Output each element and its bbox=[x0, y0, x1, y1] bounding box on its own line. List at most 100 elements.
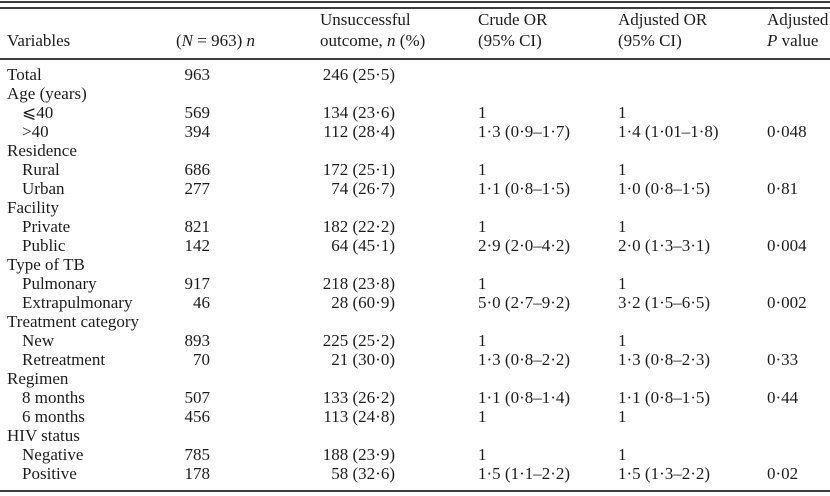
n-cell bbox=[170, 141, 320, 160]
adjusted-or-cell bbox=[618, 426, 767, 445]
adjusted-or-cell-text: 1·1 (0·8–1·5) bbox=[618, 388, 711, 407]
adjusted-or-cell: 1·0 (0·8–1·5) bbox=[618, 179, 767, 198]
table-row-sub: Pulmonary 917 218 (23·8) 1 1 bbox=[0, 274, 830, 293]
table-row-sub: Urban 277 74 (26·7) 1·1 (0·8–1·5) 1·0 (0·8–1… bbox=[0, 179, 830, 198]
p-value-cell bbox=[767, 407, 830, 426]
variable-cell: Private bbox=[0, 217, 170, 236]
n-cell: 686 bbox=[170, 160, 320, 179]
adjusted-or-cell: 1·3 (0·8–2·3) bbox=[618, 350, 767, 369]
crude-or-cell: 1·3 (0·9–1·7) bbox=[478, 122, 618, 141]
n-cell: 70 bbox=[170, 350, 320, 369]
n-cell: 178 bbox=[170, 464, 320, 483]
n-header-italic-N: N bbox=[181, 31, 194, 50]
outcomes-table: Variables (N = 963) n Unsuccessful outco… bbox=[0, 9, 830, 483]
adjusted-header-line2: (95% CI) bbox=[618, 31, 682, 50]
variable-cell: Rural bbox=[0, 160, 170, 179]
variable-cell: Retreatment bbox=[0, 350, 170, 369]
variable-cell: Pulmonary bbox=[0, 274, 170, 293]
p-value-cell-text: 0·81 bbox=[767, 179, 799, 198]
p-value-cell: 0·004 bbox=[767, 236, 830, 255]
p-value-cell: 0·33 bbox=[767, 350, 830, 369]
n-cell-text: 46 bbox=[193, 293, 210, 312]
outcome-cell: 172 (25·1) bbox=[320, 160, 478, 179]
adjusted-or-cell: 1·4 (1·01–1·8) bbox=[618, 122, 767, 141]
variable-cell: Extrapulmonary bbox=[0, 293, 170, 312]
crude-or-cell bbox=[478, 59, 618, 84]
crude-or-cell: 1 bbox=[478, 331, 618, 350]
variable-cell-text: 8 months bbox=[22, 388, 85, 407]
p-value-cell: 0·81 bbox=[767, 179, 830, 198]
adjusted-or-cell-text: 1 bbox=[618, 331, 627, 350]
adjusted-or-cell bbox=[618, 84, 767, 103]
crude-or-cell bbox=[478, 84, 618, 103]
outcome-cell-text: 113 (24·8) bbox=[323, 407, 395, 426]
col-header-adjusted-p-value: Adjusted P value bbox=[767, 9, 830, 60]
n-cell-text: 963 bbox=[184, 65, 211, 84]
variable-cell-text: Private bbox=[22, 217, 71, 236]
variable-cell-text: New bbox=[22, 331, 55, 350]
n-cell: 917 bbox=[170, 274, 320, 293]
outcome-cell: 133 (26·2) bbox=[320, 388, 478, 407]
n-cell-text: 142 bbox=[184, 236, 211, 255]
variable-cell-text: Extrapulmonary bbox=[22, 293, 133, 312]
outcome-header-line2-pre: outcome, bbox=[320, 31, 388, 50]
outcome-cell: 112 (28·4) bbox=[320, 122, 478, 141]
variable-cell: New bbox=[0, 331, 170, 350]
outcome-cell-text: 218 (23·8) bbox=[322, 274, 395, 293]
variable-cell-text: Type of TB bbox=[7, 255, 85, 274]
table-row-group: Treatment category bbox=[0, 312, 830, 331]
variable-cell: Facility bbox=[0, 198, 170, 217]
table-row-sub: Extrapulmonary 46 28 (60·9) 5·0 (2·7–9·2) 3·… bbox=[0, 293, 830, 312]
adjusted-or-cell-text: 1 bbox=[618, 407, 627, 426]
table-header: Variables (N = 963) n Unsuccessful outco… bbox=[0, 9, 830, 60]
outcome-cell-text: 172 (25·1) bbox=[322, 160, 395, 179]
n-cell: 46 bbox=[170, 293, 320, 312]
table-row-sub: Private 821 182 (22·2) 1 1 bbox=[0, 217, 830, 236]
variable-cell-text: Age (years) bbox=[7, 84, 87, 103]
p-value-cell: 0·002 bbox=[767, 293, 830, 312]
crude-header-line1: Crude OR bbox=[478, 10, 548, 29]
table-row-sub: Rural 686 172 (25·1) 1 1 bbox=[0, 160, 830, 179]
crude-or-cell-text: 1 bbox=[478, 331, 487, 350]
p-value-cell-text: 0·002 bbox=[767, 293, 807, 312]
n-cell: 507 bbox=[170, 388, 320, 407]
adjusted-or-cell: 1 bbox=[618, 407, 767, 426]
p-value-cell bbox=[767, 312, 830, 331]
p-value-cell bbox=[767, 426, 830, 445]
variable-cell: Type of TB bbox=[0, 255, 170, 274]
p-value-cell bbox=[767, 198, 830, 217]
table-row-sub: 8 months 507 133 (26·2) 1·1 (0·8–1·4) 1·1 (0… bbox=[0, 388, 830, 407]
variable-cell-text: Retreatment bbox=[22, 350, 106, 369]
crude-or-cell bbox=[478, 312, 618, 331]
outcome-cell bbox=[320, 141, 478, 160]
crude-or-cell: 1·1 (0·8–1·5) bbox=[478, 179, 618, 198]
adjusted-or-cell bbox=[618, 59, 767, 84]
n-cell bbox=[170, 255, 320, 274]
variable-cell: 8 months bbox=[0, 388, 170, 407]
p-value-cell bbox=[767, 274, 830, 293]
outcome-cell bbox=[320, 426, 478, 445]
p-value-cell-text: 0·33 bbox=[767, 350, 799, 369]
crude-or-cell-text: 1 bbox=[478, 445, 487, 464]
p-header-italic-P: P bbox=[767, 31, 778, 50]
outcome-cell-text: 28 (60·9) bbox=[331, 293, 395, 312]
p-value-cell bbox=[767, 59, 830, 84]
variable-cell-text: Facility bbox=[7, 198, 59, 217]
outcome-cell bbox=[320, 312, 478, 331]
table-row-group: Age (years) bbox=[0, 84, 830, 103]
variable-cell-text: ⩽40 bbox=[22, 103, 54, 122]
adjusted-or-cell: 1 bbox=[618, 331, 767, 350]
outcome-cell: 64 (45·1) bbox=[320, 236, 478, 255]
variable-cell-text: >40 bbox=[22, 122, 49, 141]
crude-or-cell: 2·9 (2·0–4·2) bbox=[478, 236, 618, 255]
variable-cell: Positive bbox=[0, 464, 170, 483]
table-row-sub: 6 months 456 113 (24·8) 1 1 bbox=[0, 407, 830, 426]
p-value-cell bbox=[767, 103, 830, 122]
table-row-group: HIV status bbox=[0, 426, 830, 445]
n-cell: 785 bbox=[170, 445, 320, 464]
variable-cell: HIV status bbox=[0, 426, 170, 445]
n-cell bbox=[170, 84, 320, 103]
p-value-cell bbox=[767, 331, 830, 350]
p-value-cell bbox=[767, 141, 830, 160]
